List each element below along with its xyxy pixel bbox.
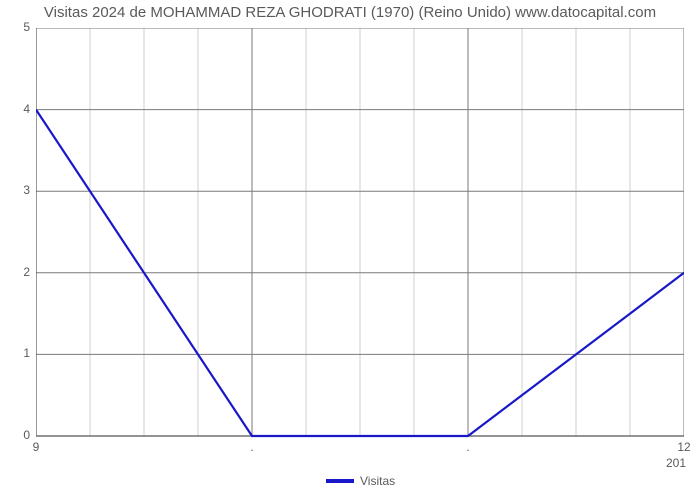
legend-label: Visitas [360, 474, 395, 488]
x-label-right: 201 [666, 456, 686, 470]
y-tick-label: 3 [10, 183, 30, 197]
x-tick-label: 12 [677, 440, 690, 454]
y-tick-label: 0 [10, 428, 30, 442]
y-tick-label: 1 [10, 346, 30, 360]
chart-plot [36, 28, 684, 438]
legend: Visitas [326, 474, 395, 488]
legend-swatch [326, 479, 354, 483]
y-tick-label: 4 [10, 102, 30, 116]
y-tick-label: 2 [10, 265, 30, 279]
chart-title: Visitas 2024 de MOHAMMAD REZA GHODRATI (… [0, 4, 700, 21]
x-tick-label: . [466, 440, 469, 454]
x-tick-label: 9 [33, 440, 40, 454]
chart-container: Visitas 2024 de MOHAMMAD REZA GHODRATI (… [0, 0, 700, 500]
y-tick-label: 5 [10, 20, 30, 34]
x-tick-label: . [250, 440, 253, 454]
